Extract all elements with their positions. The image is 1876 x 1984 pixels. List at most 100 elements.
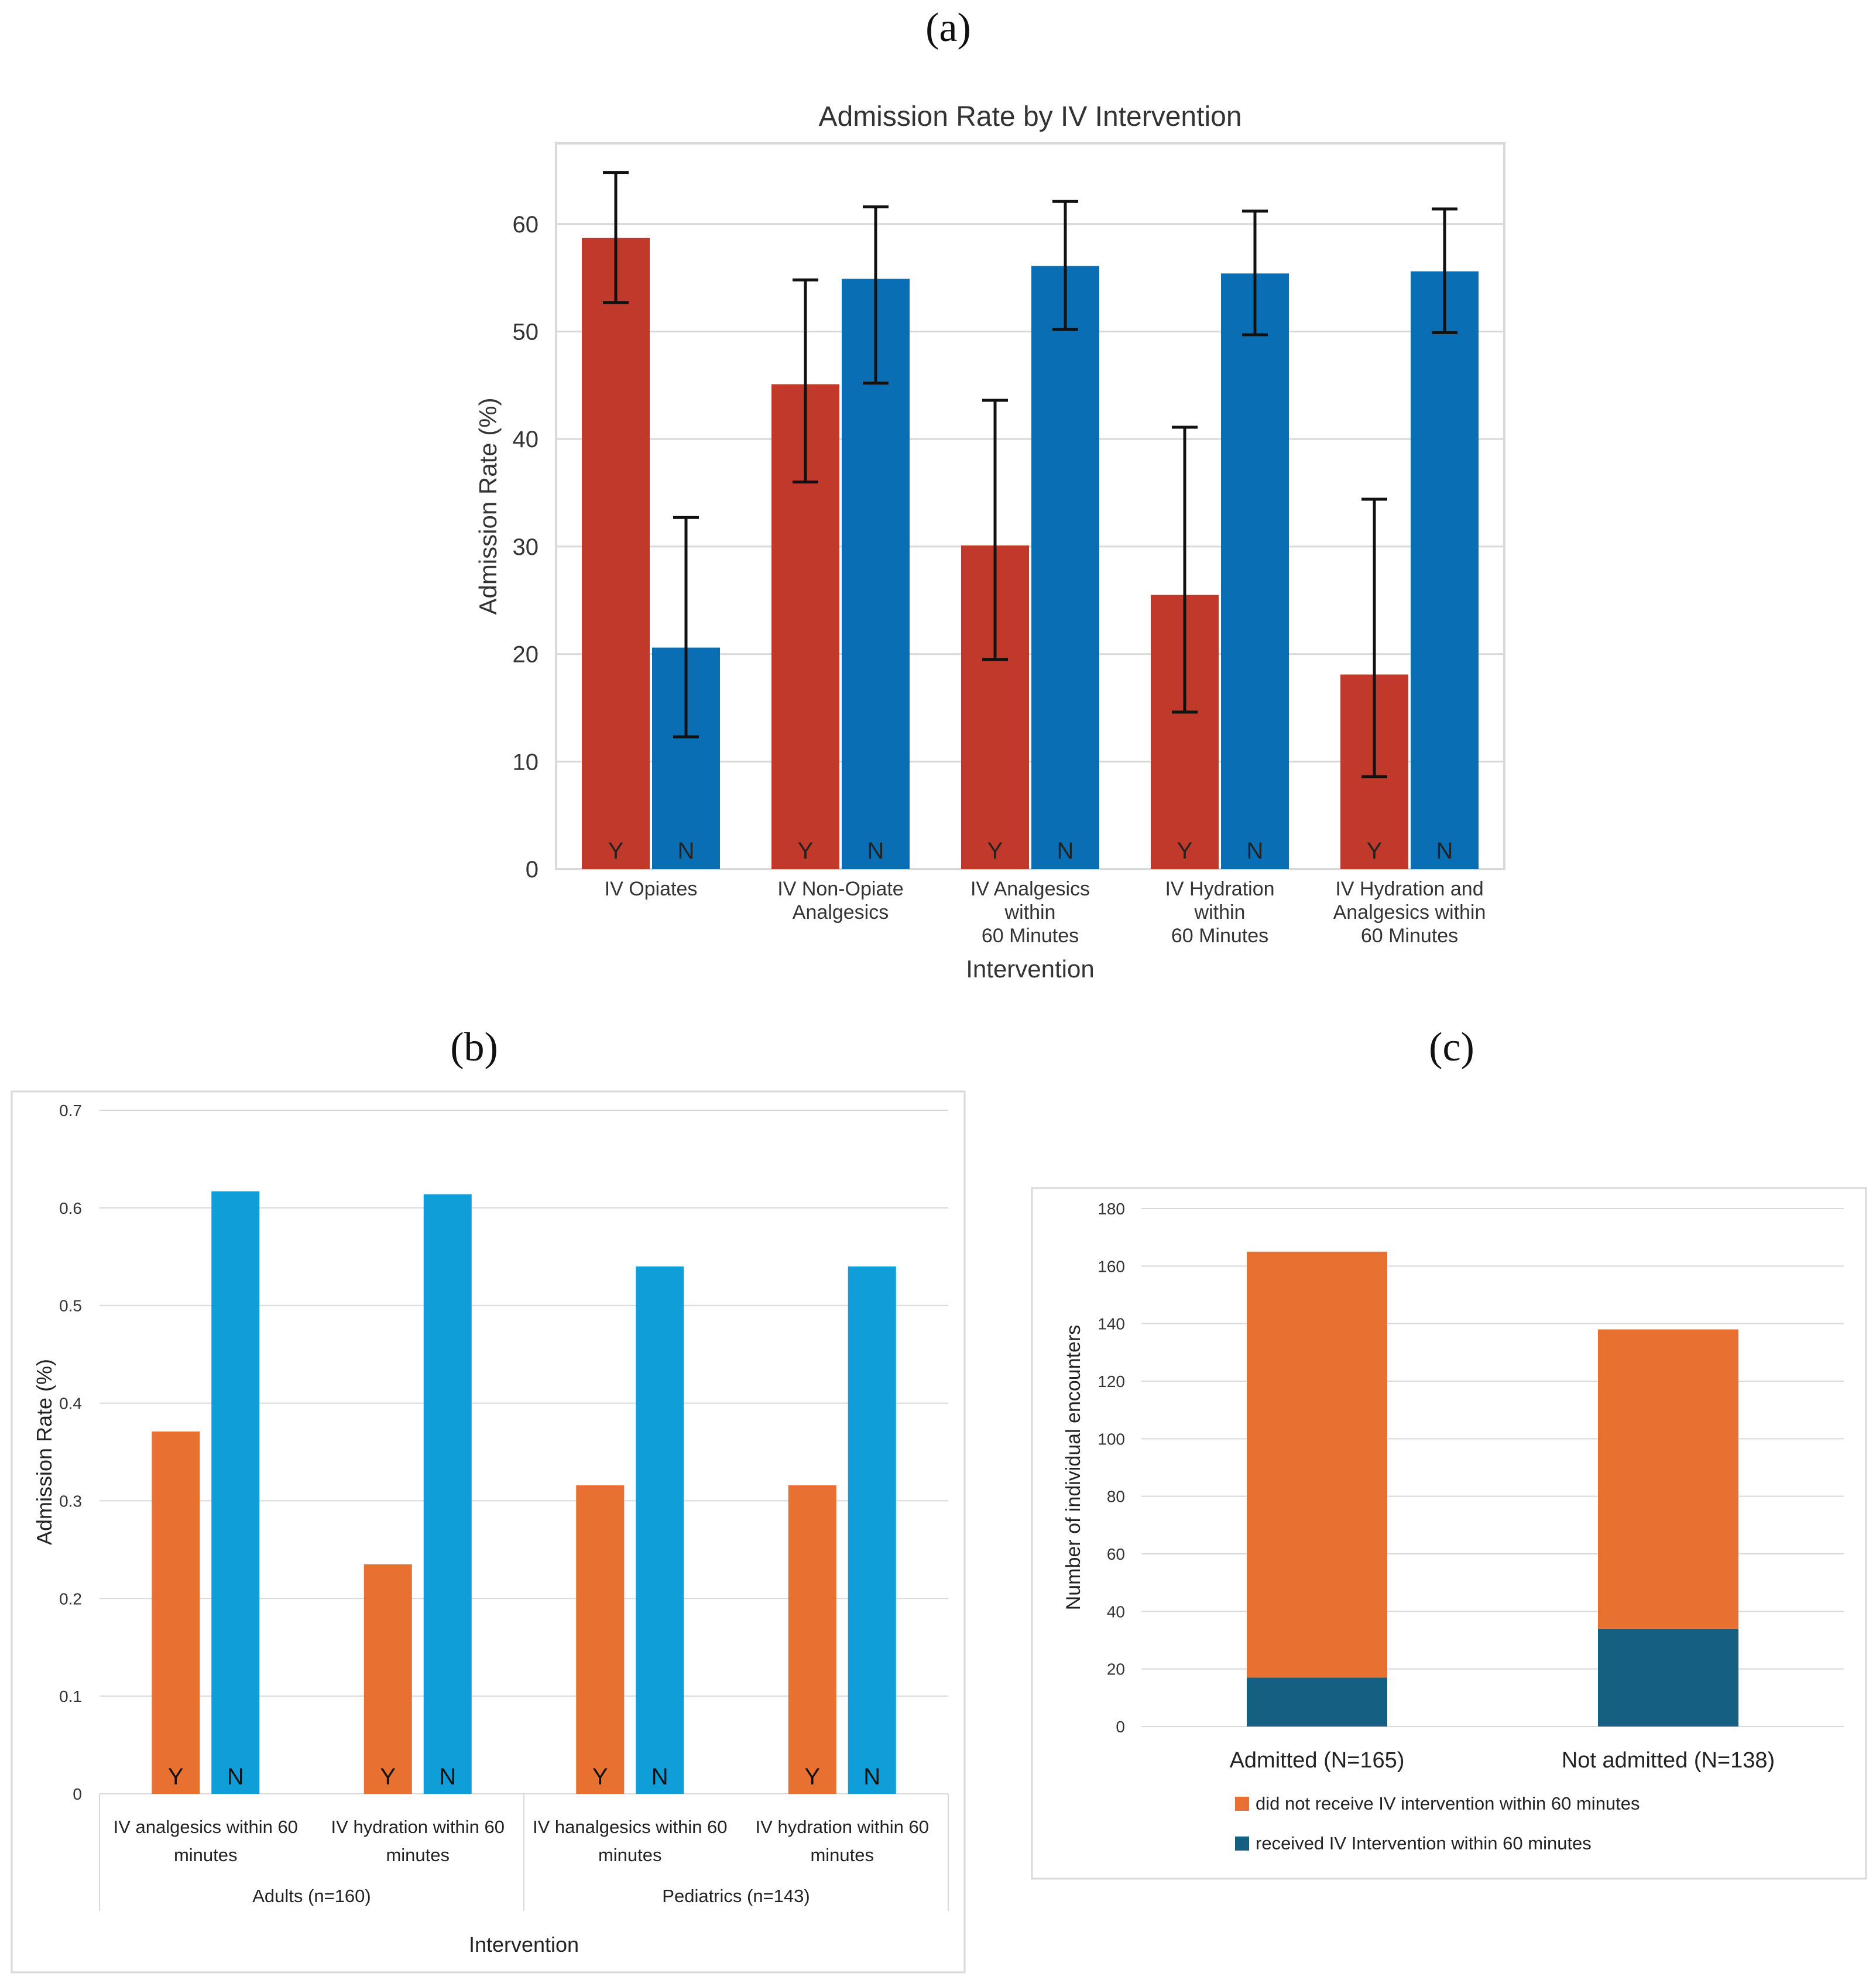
bar-n: [211, 1191, 260, 1794]
bar-label: N: [678, 838, 695, 864]
x-tick-label: 60 Minutes: [982, 925, 1079, 947]
y-tick-label: 0.1: [59, 1687, 82, 1705]
panel-b-label: (b): [450, 1025, 498, 1070]
bar-label: Y: [987, 838, 1003, 864]
x-tick-label: IV Non-Opiate: [777, 878, 903, 900]
y-tick-label: 30: [513, 534, 539, 560]
y-tick-label: 10: [513, 749, 539, 775]
x-tick-label: minutes: [810, 1845, 874, 1865]
bar-label: Y: [1367, 838, 1383, 864]
y-tick-label: 0.6: [59, 1199, 82, 1217]
y-tick-label: 180: [1098, 1200, 1125, 1218]
bar-label: N: [651, 1764, 668, 1790]
x-tick-label: Analgesics: [793, 901, 889, 924]
x-tick-label: Analgesics within: [1333, 901, 1486, 924]
y-tick-label: 0.3: [59, 1492, 82, 1510]
bar-label: N: [227, 1764, 244, 1790]
y-tick-label: 120: [1098, 1372, 1125, 1391]
bar-label: N: [1057, 838, 1074, 864]
y-tick-label: 0: [1116, 1718, 1125, 1736]
y-axis-label: Admission Rate (%): [474, 397, 502, 615]
x-tick-label: Admitted (N=165): [1230, 1748, 1405, 1773]
legend-label: received IV Intervention within 60 minut…: [1256, 1833, 1592, 1853]
y-tick-label: 20: [1107, 1660, 1125, 1678]
y-tick-label: 50: [513, 319, 539, 345]
group-label: Adults (n=160): [252, 1886, 371, 1906]
bar-y: [363, 1564, 412, 1794]
bar-label: Y: [592, 1764, 608, 1790]
y-tick-label: 80: [1107, 1488, 1125, 1506]
y-tick-label: 160: [1098, 1257, 1125, 1275]
y-axis-label: Number of individual encounters: [1062, 1325, 1085, 1611]
y-tick-label: 0.4: [59, 1395, 82, 1413]
bar-label: Y: [168, 1764, 184, 1790]
x-axis-label: Intervention: [469, 1932, 579, 1956]
bar-n: [423, 1194, 472, 1794]
chart-frame: [1031, 1187, 1867, 1880]
x-tick-label: 60 Minutes: [1171, 925, 1268, 947]
group-label: Pediatrics (n=143): [662, 1886, 810, 1906]
x-tick-label: IV Opiates: [605, 878, 698, 900]
x-tick-label: 60 Minutes: [1361, 925, 1458, 947]
stacked-bar-segment: [1598, 1628, 1738, 1726]
bar-label: N: [863, 1764, 880, 1790]
legend-swatch: [1235, 1837, 1249, 1851]
y-tick-label: 0: [526, 857, 539, 883]
x-tick-label: Not admitted (N=138): [1562, 1748, 1775, 1773]
bar-n: [636, 1266, 684, 1794]
bar-label: N: [1436, 838, 1453, 864]
y-tick-label: 40: [513, 427, 539, 452]
y-tick-label: 0: [73, 1785, 82, 1803]
bar-label: N: [439, 1764, 456, 1790]
bar-y: [582, 238, 650, 869]
bar-label: Y: [380, 1764, 396, 1790]
y-tick-label: 100: [1098, 1430, 1125, 1448]
x-axis-label: Intervention: [966, 955, 1094, 983]
bar-label: Y: [798, 838, 814, 864]
bar-n: [1031, 266, 1099, 869]
bar-y: [152, 1431, 200, 1794]
bar-y: [788, 1485, 836, 1794]
bar-label: Y: [608, 838, 624, 864]
legend-label: did not receive IV intervention within 6…: [1256, 1793, 1640, 1814]
bar-y: [576, 1485, 625, 1794]
bar-n: [1221, 273, 1289, 869]
stacked-bar-segment: [1247, 1251, 1387, 1678]
x-tick-label: IV Hydration: [1165, 878, 1274, 900]
bar-n: [848, 1266, 896, 1794]
legend-swatch: [1235, 1797, 1249, 1811]
x-tick-label: IV Analgesics: [970, 878, 1090, 900]
bar-label: Y: [1177, 838, 1193, 864]
bar-n: [1411, 271, 1479, 869]
y-tick-label: 0.5: [59, 1297, 82, 1315]
bar-label: N: [867, 838, 884, 864]
chart-title: Admission Rate by IV Intervention: [818, 101, 1241, 132]
y-tick-label: 40: [1107, 1602, 1125, 1621]
panel-c-label: (c): [1429, 1025, 1474, 1070]
y-tick-label: 0.7: [59, 1101, 82, 1120]
y-tick-label: 60: [513, 212, 539, 238]
y-axis-label: Admission Rate (%): [32, 1359, 56, 1545]
x-tick-label: minutes: [598, 1845, 662, 1865]
x-tick-label: IV hanalgesics within 60: [533, 1817, 728, 1837]
x-tick-label: IV hydration within 60: [331, 1817, 505, 1837]
stacked-bar-segment: [1598, 1329, 1738, 1629]
y-tick-label: 20: [513, 642, 539, 668]
bar-label: N: [1247, 838, 1264, 864]
y-tick-label: 60: [1107, 1545, 1125, 1563]
y-tick-label: 140: [1098, 1315, 1125, 1333]
x-tick-label: within: [1194, 901, 1246, 924]
y-tick-label: 0.2: [59, 1590, 82, 1608]
x-tick-label: minutes: [386, 1845, 450, 1865]
x-tick-label: IV Hydration and: [1335, 878, 1483, 900]
panel-a-label: (a): [925, 5, 971, 50]
bar-label: Y: [804, 1764, 820, 1790]
x-tick-label: minutes: [174, 1845, 238, 1865]
x-tick-label: IV hydration within 60: [756, 1817, 929, 1837]
x-tick-label: within: [1004, 901, 1056, 924]
stacked-bar-segment: [1247, 1677, 1387, 1726]
x-tick-label: IV analgesics within 60: [114, 1817, 298, 1837]
